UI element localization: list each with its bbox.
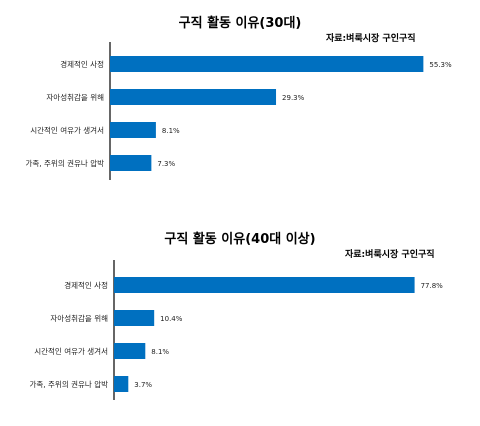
bar <box>114 277 415 293</box>
category-label: 경제적인 사정 <box>60 59 104 69</box>
bar <box>110 56 424 72</box>
data-label: 77.8% <box>421 282 444 290</box>
data-label: 29.3% <box>282 94 305 102</box>
chart-2-plot: 경제적인 사정 77.8% 자아성취감을 위해 10.4% 시간적인 여유가 생겨서 8.… <box>29 260 444 400</box>
bar <box>114 343 146 359</box>
data-label: 3.7% <box>134 381 152 389</box>
category-label: 가족, 주위의 권유나 압박 <box>29 379 108 389</box>
category-label: 시간적인 여유가 생겨서 <box>34 346 108 356</box>
chart-1-plot: 경제적인 사정 55.3% 자아성취감을 위해 29.3% 시간적인 여유가 생겨서 8.… <box>25 42 452 180</box>
data-label: 55.3% <box>429 61 452 69</box>
bar <box>114 376 129 392</box>
chart-1-source: 자료:벼룩시장 구인구직 <box>326 34 416 44</box>
bar <box>114 310 155 326</box>
chart-2-source: 자료:벼룩시장 구인구직 <box>345 250 435 260</box>
chart-1-title: 구직 활동 이유(30대) <box>178 16 302 31</box>
chart-2-title: 구직 활동 이유(40대 이상) <box>164 232 316 247</box>
category-label: 경제적인 사정 <box>64 280 108 290</box>
category-label: 자아성취감을 위해 <box>46 92 104 102</box>
bar <box>110 122 156 138</box>
category-label: 가족, 주위의 권유나 압박 <box>25 158 104 168</box>
bar <box>110 89 277 105</box>
data-label: 7.3% <box>157 160 175 168</box>
data-label: 8.1% <box>151 348 169 356</box>
bar <box>110 155 152 171</box>
data-label: 10.4% <box>160 315 183 323</box>
category-label: 시간적인 여유가 생겨서 <box>30 125 104 135</box>
data-label: 8.1% <box>162 127 180 135</box>
category-label: 자아성취감을 위해 <box>50 313 108 323</box>
